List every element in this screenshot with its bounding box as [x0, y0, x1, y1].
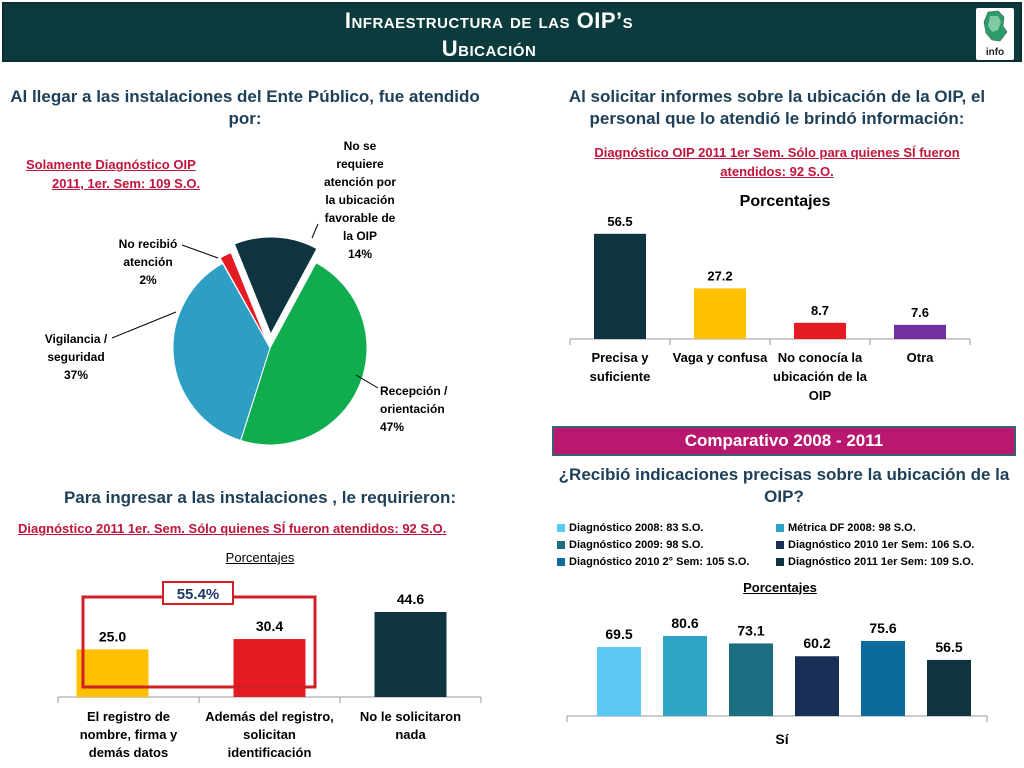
pie-label: No se requiere atención por la ubicación fav…	[324, 139, 396, 261]
x-axis-label: Sí	[775, 731, 789, 747]
legend-item: Diagnóstico 2008: 83 S.O.	[557, 522, 704, 534]
pie-label: No recibió atención 2%	[119, 237, 178, 287]
legend-swatch	[557, 558, 565, 567]
leader-line	[181, 244, 219, 259]
legend-swatch	[557, 524, 565, 533]
data-label: 60.2	[803, 635, 830, 651]
q2-bar-chart: 56.5 Precisa y suficiente 27.2 Vaga y confus…	[569, 214, 971, 403]
q1-subtitle-line2: 2011, 1er. Sem: 109 S.O.	[52, 176, 201, 191]
q2-subtitle-line2: atendidos: 92 S.O.	[720, 164, 834, 179]
map-icon	[983, 10, 1008, 42]
bar	[694, 288, 746, 339]
category-label: No le solicitaron nada	[360, 709, 461, 742]
legend-swatch	[776, 541, 784, 550]
category-label: No conocía la ubicación de la OIP	[773, 350, 868, 403]
bar	[861, 640, 905, 716]
q4-chart-title: Porcentajes	[743, 580, 817, 595]
category-label: Precisa y suficiente	[590, 350, 651, 384]
bar	[374, 612, 447, 697]
q3-subtitle: Diagnóstico 2011 1er. Sem. Sólo quienes …	[18, 521, 447, 536]
q1-title: Al llegar a las instalaciones del Ente P…	[10, 87, 480, 128]
legend-label: Diagnóstico 2010 1er Sem: 106 S.O.	[788, 539, 975, 551]
category-label: Otra	[907, 350, 935, 365]
pie-slice	[219, 252, 268, 343]
info-logo: info	[976, 8, 1014, 60]
legend-swatch	[776, 524, 784, 533]
legend-swatch	[557, 541, 565, 550]
data-label: 56.5	[935, 639, 962, 655]
bar	[76, 649, 149, 697]
group-label: 55.4%	[177, 586, 220, 603]
legend-item: Diagnóstico 2010 1er Sem: 106 S.O.	[776, 539, 974, 551]
bar	[894, 324, 946, 339]
category-label: Vaga y confusa	[673, 350, 768, 365]
category-label: El registro de nombre, firma y demás datos	[80, 709, 178, 760]
q1-subtitle-line1: Solamente Diagnóstico OIP	[26, 157, 196, 172]
data-label: 30.4	[256, 618, 283, 634]
data-label: 44.6	[397, 591, 424, 607]
legend-label: Métrica DF 2008: 98 S.O.	[788, 522, 916, 534]
logo-label: info	[985, 47, 1005, 58]
q3-title: Para ingresar a las instalaciones , le r…	[63, 488, 457, 507]
legend-item: Diagnóstico 2010 2° Sem: 105 S.O.	[557, 556, 749, 568]
data-label: 56.5	[607, 214, 632, 229]
bar	[794, 322, 846, 339]
leader-line	[111, 311, 177, 339]
legend-label: Diagnóstico 2008: 83 S.O.	[569, 522, 704, 534]
group-label-box	[162, 581, 234, 605]
leader-line	[311, 223, 319, 239]
q3-bar-chart: 25.0 El registro de nombre, firma y demás d…	[57, 581, 482, 760]
bar	[594, 233, 646, 339]
data-label: 27.2	[707, 268, 732, 283]
category-label: Además del registro, solicitan identificac…	[205, 709, 334, 760]
bar	[795, 656, 839, 716]
header-banner: Infraestructura de las OIP’s Ubicación i…	[2, 2, 1022, 62]
pie-label: Vigilancia / seguridad 37%	[45, 332, 108, 382]
q2-subtitle-line1: Diagnóstico OIP 2011 1er Sem. Sólo para …	[594, 145, 960, 160]
data-label: 73.1	[737, 622, 764, 638]
legend-label: Diagnóstico 2011 1er Sem: 109 S.O.	[788, 556, 974, 568]
legend-item: Diagnóstico 2009: 98 S.O.	[557, 539, 704, 551]
pie-slice	[240, 261, 368, 446]
comparison-banner: Comparativo 2008 - 2011	[552, 426, 1016, 456]
data-label: 8.7	[811, 303, 829, 318]
q2-title: Al solicitar informes sobre la ubicación…	[568, 87, 986, 128]
data-label: 75.6	[869, 620, 896, 636]
pie-label: Recepción / orientación 47%	[380, 384, 448, 434]
legend-label: Diagnóstico 2009: 98 S.O.	[569, 539, 704, 551]
data-label: 80.6	[671, 615, 698, 631]
leader-line	[355, 374, 379, 389]
data-label: 25.0	[99, 628, 126, 644]
bar	[597, 647, 641, 716]
legend-label: Diagnóstico 2010 2° Sem: 105 S.O.	[569, 556, 750, 568]
q4-title: ¿Recibió indicaciones precisas sobre la …	[558, 465, 1010, 506]
page-subtitle: Ubicación	[441, 36, 537, 61]
bar	[927, 659, 971, 716]
bar	[729, 643, 773, 716]
q3-chart-title: Porcentajes	[225, 550, 295, 565]
legend-item: Diagnóstico 2011 1er Sem: 109 S.O.	[776, 556, 974, 568]
q2-chart-title: Porcentajes	[739, 193, 831, 210]
data-label: 7.6	[911, 305, 929, 320]
bar	[663, 636, 707, 716]
pie-slice	[233, 236, 318, 336]
q4-bar-chart: 69.5 80.6 73.1 60.2 75.6 56.5 Sí	[566, 615, 988, 747]
pie-chart: Recepción / orientación 47% Vigilancia / seg…	[45, 139, 448, 446]
page-title: Infraestructura de las OIP’s	[344, 8, 634, 33]
legend-swatch	[776, 558, 784, 567]
pie-slice	[172, 262, 271, 442]
legend-item: Métrica DF 2008: 98 S.O.	[776, 522, 916, 534]
data-label: 69.5	[605, 626, 632, 642]
